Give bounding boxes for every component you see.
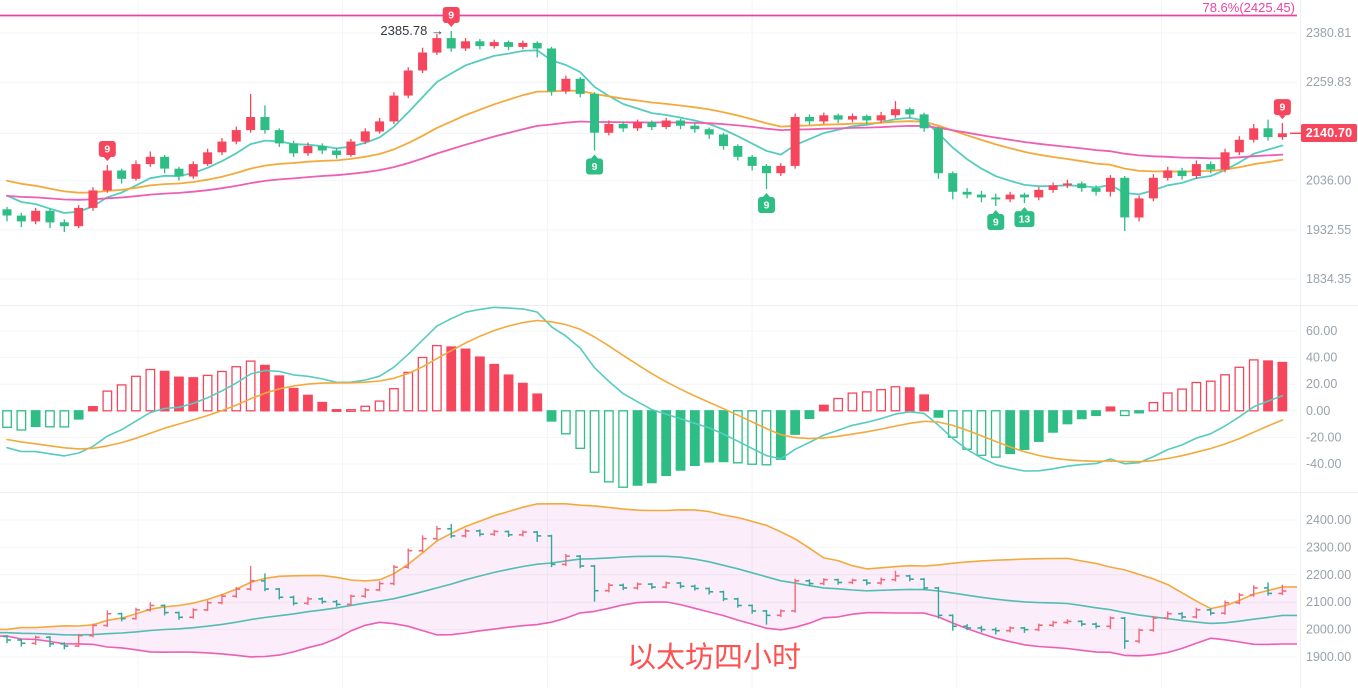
count-badges: 9 9 9 9 9 13 9	[98, 7, 1291, 230]
count-badge: 9	[757, 193, 775, 214]
macd-panel	[2, 306, 1288, 488]
fib-level-label: 78.6%(2425.45)	[1202, 0, 1295, 15]
count-badge: 9	[1273, 99, 1291, 120]
chart-title: 以太坊四小时	[626, 642, 802, 674]
ohlc-bar-series	[3, 523, 1287, 650]
bollinger-fill	[0, 503, 1297, 657]
bollinger-panel	[0, 502, 1297, 658]
y-axis-label: 2380.81	[1306, 26, 1351, 40]
y-axis-label: -40.00	[1306, 457, 1341, 471]
svg-text:9: 9	[1279, 102, 1285, 114]
svg-text:9: 9	[448, 10, 454, 22]
count-badge: 9	[442, 7, 460, 28]
y-axis-label: 2036.00	[1306, 174, 1351, 188]
price-panel	[0, 14, 1301, 233]
svg-text:9: 9	[764, 200, 770, 212]
y-axis-label: 2000.00	[1306, 623, 1351, 637]
peak-price-annotation: 2385.78 →	[380, 23, 444, 38]
y-axis-label: -20.00	[1306, 430, 1341, 444]
candlestick-series	[2, 31, 1287, 233]
svg-text:9: 9	[993, 216, 999, 228]
y-axis-label: 2259.83	[1306, 75, 1351, 89]
y-axis-label: 60.00	[1306, 324, 1337, 338]
y-axis-label: 2100.00	[1306, 595, 1351, 609]
y-axis-labels: 2380.81 2259.83 2036.00 1932.55 1834.35 60.00…	[1306, 26, 1351, 664]
y-axis-label: 1932.55	[1306, 223, 1351, 237]
y-axis-label: 2300.00	[1306, 540, 1351, 554]
count-badge: 9	[98, 140, 116, 161]
y-axis-label: 1900.00	[1306, 650, 1351, 664]
y-axis-label: 1834.35	[1306, 272, 1351, 286]
macd-histogram	[2, 344, 1288, 488]
count-badge: 9	[586, 154, 604, 175]
svg-text:9: 9	[592, 161, 598, 173]
count-badge: 9	[987, 209, 1005, 230]
svg-text:13: 13	[1019, 214, 1031, 226]
last-price-tag: 2140.70	[1301, 124, 1357, 142]
y-axis-label: 20.00	[1306, 377, 1337, 391]
count-badge: 13	[1014, 207, 1035, 228]
svg-text:9: 9	[104, 143, 110, 155]
y-axis-label: 0.00	[1306, 404, 1330, 418]
y-axis-label: 2200.00	[1306, 568, 1351, 582]
y-axis-label: 40.00	[1306, 351, 1337, 365]
y-axis-label: 2400.00	[1306, 513, 1351, 527]
